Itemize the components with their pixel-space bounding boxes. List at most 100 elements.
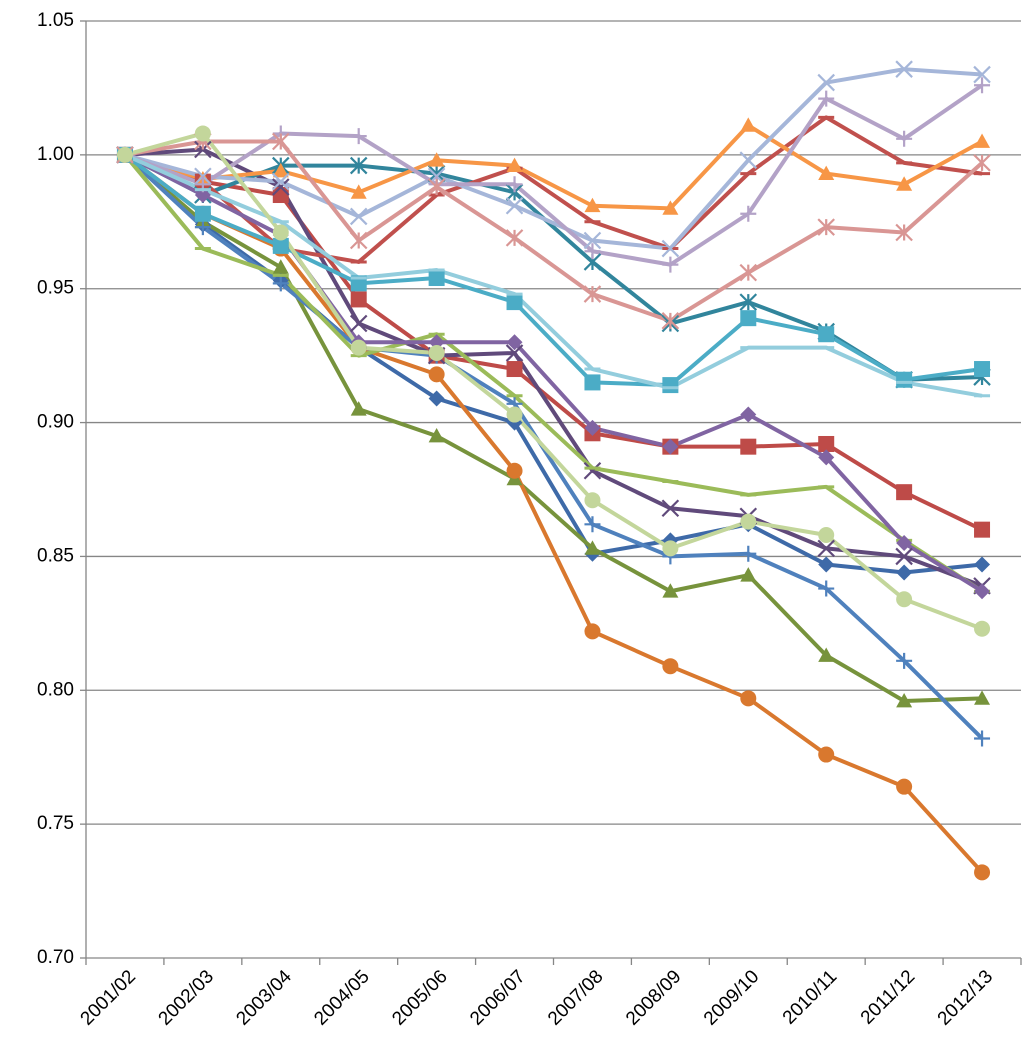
marker: [895, 60, 913, 78]
series-line: [124, 67, 983, 251]
marker: [661, 499, 680, 518]
series-line: [124, 139, 984, 323]
series-line: [124, 123, 984, 211]
series-line: [124, 131, 983, 631]
marker: [974, 133, 991, 148]
marker: [350, 401, 367, 416]
marker: [896, 692, 913, 708]
series-line: [123, 153, 983, 388]
marker: [428, 344, 445, 361]
marker: [662, 583, 679, 598]
series-line: [124, 147, 983, 588]
x-tick-label: 2005/06: [388, 966, 451, 1029]
marker: [896, 778, 913, 795]
y-tick-label: 0.80: [37, 679, 74, 700]
marker: [428, 152, 445, 167]
marker: [584, 540, 601, 555]
y-tick-label: 0.90: [37, 412, 74, 433]
marker: [896, 591, 913, 608]
marker: [973, 65, 991, 84]
marker: [194, 219, 211, 236]
marker: [194, 140, 212, 159]
x-tick-label: 2009/10: [700, 966, 763, 1029]
series-line: [123, 153, 983, 703]
marker: [506, 406, 523, 423]
x-tick-label: 2004/05: [310, 966, 373, 1029]
marker: [505, 196, 524, 215]
marker: [428, 390, 445, 407]
marker: [662, 658, 679, 675]
marker: [349, 314, 368, 333]
y-tick-label: 0.75: [37, 813, 74, 834]
x-tick-label: 2006/07: [466, 966, 529, 1029]
marker: [740, 545, 757, 562]
marker: [895, 223, 913, 242]
marker: [662, 200, 679, 215]
marker: [739, 263, 758, 282]
marker: [817, 73, 835, 92]
marker: [818, 90, 835, 107]
series-line: [124, 152, 983, 532]
marker: [661, 312, 680, 330]
marker: [740, 438, 757, 455]
marker: [584, 623, 601, 640]
marker: [584, 197, 601, 213]
marker: [662, 540, 679, 557]
marker: [974, 361, 991, 378]
marker: [974, 583, 991, 600]
marker: [818, 165, 835, 180]
marker: [896, 652, 913, 669]
y-tick-label: 1.05: [37, 10, 74, 31]
marker: [506, 361, 523, 378]
marker: [662, 256, 679, 273]
x-tick-label: 2010/11: [779, 966, 841, 1028]
marker: [740, 690, 757, 707]
marker: [272, 224, 289, 241]
marker: [974, 521, 991, 538]
y-tick-label: 1.00: [37, 144, 74, 165]
marker: [428, 270, 445, 287]
marker: [194, 167, 212, 186]
marker: [817, 218, 835, 236]
x-tick-label: 2007/08: [544, 966, 607, 1029]
series-line: [123, 153, 984, 593]
series-line: [124, 115, 983, 264]
marker: [818, 527, 835, 544]
marker: [584, 419, 601, 436]
marker: [427, 178, 446, 196]
marker: [272, 187, 289, 204]
marker: [662, 438, 679, 455]
marker: [272, 172, 290, 191]
marker: [584, 374, 601, 391]
marker: [740, 310, 757, 327]
marker: [818, 449, 835, 466]
marker: [272, 162, 289, 178]
marker: [272, 178, 290, 196]
marker: [896, 371, 913, 388]
marker: [506, 334, 523, 351]
marker: [116, 146, 133, 163]
series-line: [123, 153, 984, 874]
marker: [974, 864, 991, 881]
marker: [350, 339, 367, 356]
marker: [506, 294, 523, 311]
marker: [662, 377, 679, 394]
marker: [584, 516, 601, 533]
marker: [506, 462, 523, 479]
marker: [272, 132, 290, 151]
marker: [583, 461, 602, 480]
marker: [506, 176, 523, 193]
marker: [350, 291, 367, 308]
marker: [740, 513, 757, 530]
marker: [505, 229, 524, 247]
marker: [974, 77, 991, 94]
marker: [896, 176, 913, 191]
marker: [896, 484, 913, 501]
marker: [818, 435, 835, 452]
x-tick-label: 2001/02: [77, 966, 140, 1029]
marker: [272, 237, 289, 254]
y-tick-label: 0.70: [37, 947, 74, 968]
y-tick-label: 0.95: [37, 278, 74, 299]
